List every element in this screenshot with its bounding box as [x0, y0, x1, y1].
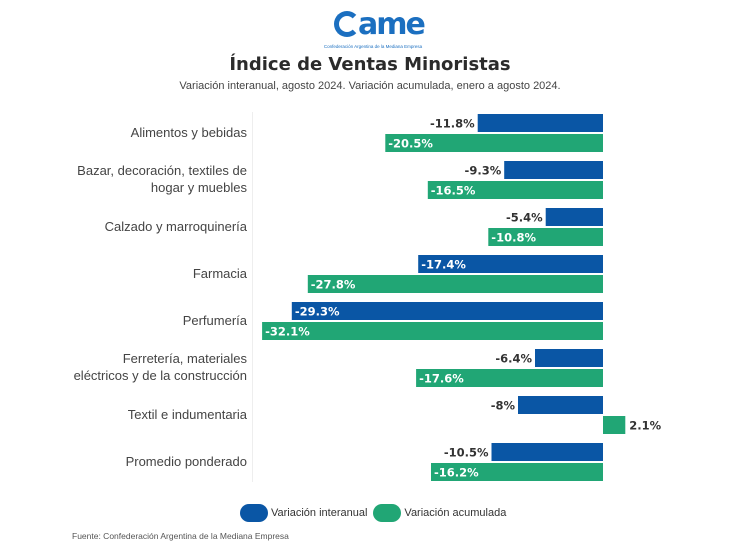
chart-title: Índice de Ventas Minoristas	[229, 54, 511, 75]
data-label: -11.8%	[430, 117, 475, 131]
bar-acumulada[interactable]	[307, 275, 603, 293]
bar-acumulada[interactable]	[488, 228, 603, 246]
bar-interanual[interactable]	[491, 443, 604, 461]
legend-item-interanual[interactable]: Variación interanual	[240, 504, 367, 522]
category-label: Bazar, decoración, textiles de hogar y mu…	[47, 162, 247, 196]
bar-interanual[interactable]	[535, 349, 603, 367]
category-axis-line	[252, 112, 253, 482]
came-logo: ame Confederación Argentina de la Median…	[318, 8, 428, 54]
data-label: -16.5%	[431, 184, 476, 198]
logo-c-icon	[334, 11, 360, 37]
bar-acumulada[interactable]	[431, 463, 603, 481]
category-label: Textil e indumentaria	[47, 406, 247, 423]
legend-item-acumulada[interactable]: Variación acumulada	[373, 504, 506, 522]
legend: Variación interanual Variación acumulada	[240, 503, 512, 523]
bar-interanual[interactable]	[477, 114, 603, 132]
bar-acumulada[interactable]	[416, 369, 603, 387]
data-label: -32.1%	[265, 325, 310, 339]
bar-interanual[interactable]	[545, 208, 603, 226]
category-label: Farmacia	[47, 265, 247, 282]
category-label-line: hogar y muebles	[150, 180, 247, 195]
legend-label: Variación interanual	[271, 507, 368, 519]
bar-acumulada[interactable]	[603, 416, 626, 434]
bar-interanual[interactable]	[518, 396, 603, 414]
data-label: 2.1%	[629, 419, 661, 433]
category-label: Ferretería, materiales eléctricos y de la…	[47, 350, 247, 384]
category-label: Perfumería	[47, 312, 247, 329]
category-label: Calzado y marroquinería	[47, 218, 247, 235]
source-note: Fuente: Confederación Argentina de la Me…	[72, 531, 289, 541]
data-label: -10.8%	[491, 231, 536, 245]
bar-interanual[interactable]	[291, 302, 603, 320]
category-label-line: Bazar, decoración, textiles de	[77, 163, 247, 178]
bar-acumulada[interactable]	[262, 322, 603, 340]
category-label-line: Textil e indumentaria	[127, 406, 247, 422]
data-label: -5.4%	[506, 211, 543, 225]
data-label: -27.8%	[311, 278, 356, 292]
category-label: Promedio ponderado	[47, 453, 247, 470]
data-label: -8%	[491, 399, 516, 413]
logo-wordmark: ame	[358, 7, 426, 42]
bar-interanual[interactable]	[504, 161, 603, 179]
chart-subtitle: Variación interanual, agosto 2024. Varia…	[179, 80, 561, 92]
legend-swatch-acumulada	[373, 504, 402, 522]
legend-swatch-interanual	[240, 504, 268, 522]
data-label: -17.6%	[419, 372, 464, 386]
data-label: -9.3%	[465, 164, 502, 178]
category-label-line: Alimentos y bebidas	[130, 124, 247, 140]
legend-label: Variación acumulada	[404, 507, 507, 519]
category-label-line: Calzado y marroquinería	[104, 218, 247, 234]
category-label-line: Perfumería	[182, 312, 247, 328]
bar-acumulada[interactable]	[427, 181, 603, 199]
logo-subtitle: Confederación Argentina de la Mediana Em…	[323, 44, 423, 49]
data-label: -17.4%	[421, 258, 466, 272]
bar-acumulada[interactable]	[385, 134, 603, 152]
data-label: -16.2%	[434, 466, 479, 480]
data-label: -29.3%	[295, 305, 340, 319]
category-label: Alimentos y bebidas	[47, 124, 247, 141]
bar-interanual[interactable]	[418, 255, 603, 273]
category-label-line: Promedio ponderado	[125, 453, 247, 469]
category-label-line: eléctricos y de la construcción	[73, 368, 247, 383]
data-label: -20.5%	[388, 137, 433, 151]
category-label-line: Ferretería, materiales	[122, 351, 247, 366]
category-label-line: Farmacia	[192, 265, 247, 281]
data-label: -10.5%	[444, 446, 489, 460]
data-label: -6.4%	[495, 352, 532, 366]
